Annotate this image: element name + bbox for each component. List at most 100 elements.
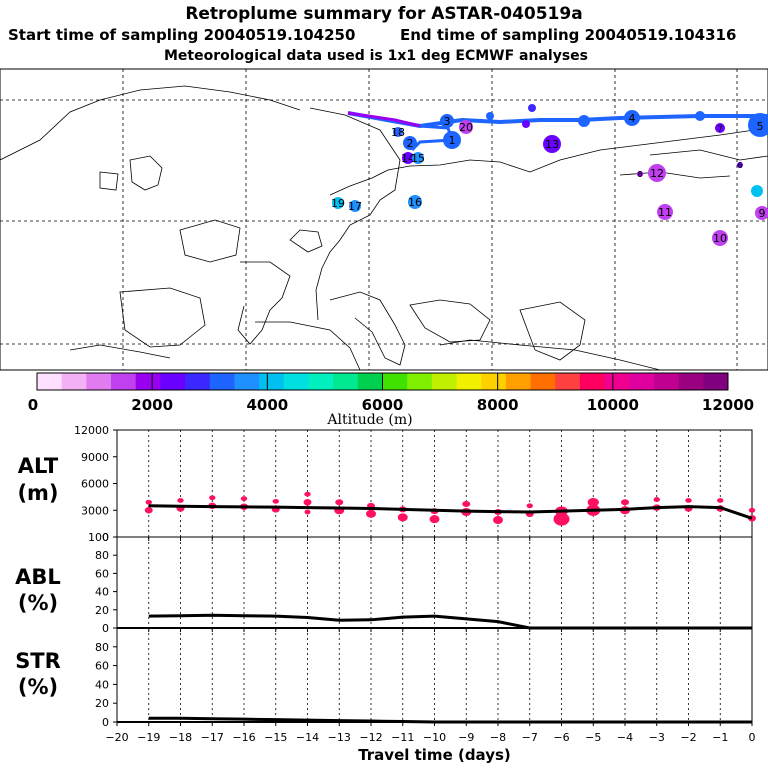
- plume-marker: 9: [755, 206, 768, 220]
- svg-text:6: 6: [737, 161, 742, 170]
- altitude-spread-point: [748, 507, 756, 513]
- alt-panel: 0 3000 6000 9000 12000 ALT (m): [17, 424, 756, 544]
- y-tick-label: 9000: [81, 451, 109, 464]
- x-tick-label: −15: [264, 731, 287, 744]
- plume-marker: [578, 115, 590, 127]
- y-tick-label: 3000: [81, 504, 109, 517]
- colorbar-swatch: [209, 373, 235, 390]
- svg-text:11: 11: [658, 206, 672, 219]
- altitude-spread-point: [717, 498, 724, 503]
- colorbar-swatch: [456, 373, 482, 390]
- series-line: [148, 613, 752, 630]
- altitude-spread-point: [304, 509, 311, 515]
- colorbar-swatch: [481, 373, 507, 390]
- colorbar-swatch: [357, 373, 383, 390]
- y-tick-label: 20: [95, 697, 109, 710]
- series-line: [148, 504, 753, 520]
- x-tick-label: −6: [553, 731, 569, 744]
- map-panel: 1 2 3 4 5 6 7 8 9 10 11 12 13 14 15 16 1…: [0, 68, 768, 371]
- colorbar-swatch: [333, 373, 359, 390]
- plume-marker: [486, 112, 494, 120]
- plume-marker: 16: [408, 195, 422, 209]
- svg-text:12: 12: [650, 167, 664, 180]
- plume-marker: 15: [411, 152, 425, 165]
- plume-marker: 19: [331, 197, 345, 210]
- colorbar-swatch: [407, 373, 433, 390]
- x-tick-label: −8: [490, 731, 506, 744]
- colorbar-swatch: [135, 373, 161, 390]
- svg-text:8: 8: [637, 170, 642, 179]
- colorbar-tick-label: 6000: [362, 396, 404, 414]
- plume-marker: 5: [748, 113, 768, 137]
- svg-text:1: 1: [449, 134, 456, 147]
- x-tick-label: −10: [423, 731, 446, 744]
- y-tick-label: 80: [95, 641, 109, 654]
- colorbar-tick-label: 4000: [246, 396, 288, 414]
- colorbar-tick-label: 8000: [477, 396, 519, 414]
- colorbar-swatch: [61, 373, 87, 390]
- x-tick-label: −5: [585, 731, 601, 744]
- colorbar-swatch: [37, 373, 63, 390]
- y-tick-label: 0: [102, 622, 109, 635]
- x-tick-label: −12: [359, 731, 382, 744]
- x-tick-label: −16: [232, 731, 255, 744]
- svg-text:14: 14: [401, 152, 415, 165]
- altitude-spread-point: [526, 503, 533, 509]
- altitude-spread-point: [209, 495, 216, 501]
- colorbar-label: Altitude (m): [326, 412, 412, 428]
- x-tick-label: −4: [617, 731, 633, 744]
- svg-text:4: 4: [629, 112, 636, 125]
- svg-text:16: 16: [408, 196, 422, 209]
- met-data-note: Meteorological data used is 1x1 deg ECMW…: [164, 48, 588, 64]
- x-tick-label: −3: [649, 731, 665, 744]
- plume-marker: 14: [401, 152, 415, 165]
- svg-text:15: 15: [411, 152, 425, 165]
- altitude-spread-point: [304, 491, 311, 497]
- panel-label: ALT: [18, 454, 59, 478]
- plume-marker: 3: [440, 114, 454, 128]
- colorbar-swatch: [259, 373, 285, 390]
- altitude-spread-point: [553, 512, 570, 526]
- svg-text:3: 3: [444, 115, 451, 128]
- colorbar-swatch: [234, 373, 260, 390]
- colorbar-swatch: [604, 373, 630, 390]
- panel-unit: (%): [18, 591, 58, 615]
- colorbar-swatch: [283, 373, 309, 390]
- plume-marker: 11: [657, 204, 673, 220]
- plume-marker: 4: [624, 110, 640, 126]
- plume-marker: [751, 185, 763, 197]
- plume-markers: 1 2 3 4 5 6 7 8 9 10 11 12 13 14 15 16 1…: [331, 104, 768, 246]
- plume-marker: 1: [443, 131, 461, 149]
- altitude-colorbar: [36, 372, 729, 391]
- plume-marker: 13: [543, 135, 561, 153]
- x-axis-label: Travel time (days): [358, 746, 511, 764]
- svg-text:19: 19: [331, 197, 345, 210]
- svg-text:20: 20: [459, 121, 473, 134]
- colorbar-swatch: [629, 373, 655, 390]
- plume-marker: 20: [459, 120, 473, 134]
- colorbar-swatch: [530, 373, 556, 390]
- altitude-spread-point: [685, 498, 692, 503]
- colorbar-swatch: [703, 373, 729, 390]
- altitude-spread-point: [366, 509, 376, 518]
- colorbar-tick-label: 0: [28, 396, 38, 414]
- y-tick-label: 12000: [74, 424, 109, 437]
- x-tick-label: −13: [328, 731, 351, 744]
- y-tick-label: 0: [102, 531, 109, 544]
- plume-marker: 10: [712, 230, 728, 246]
- panel-unit: (%): [18, 675, 58, 699]
- plume-marker: 2: [403, 136, 417, 150]
- altitude-spread-point: [335, 499, 344, 506]
- altitude-spread-point: [621, 499, 629, 506]
- colorbar-swatch: [579, 373, 606, 390]
- colorbar-swatch: [653, 373, 680, 390]
- panel-unit: (m): [17, 481, 58, 505]
- colorbar-tick-label: 12000: [702, 396, 754, 414]
- svg-text:2: 2: [407, 137, 414, 150]
- altitude-spread-point: [587, 498, 599, 507]
- plume-marker: [528, 104, 536, 112]
- plume-marker: 17: [348, 200, 362, 213]
- altitude-spread-point: [177, 498, 184, 503]
- y-tick-label: 40: [95, 678, 109, 691]
